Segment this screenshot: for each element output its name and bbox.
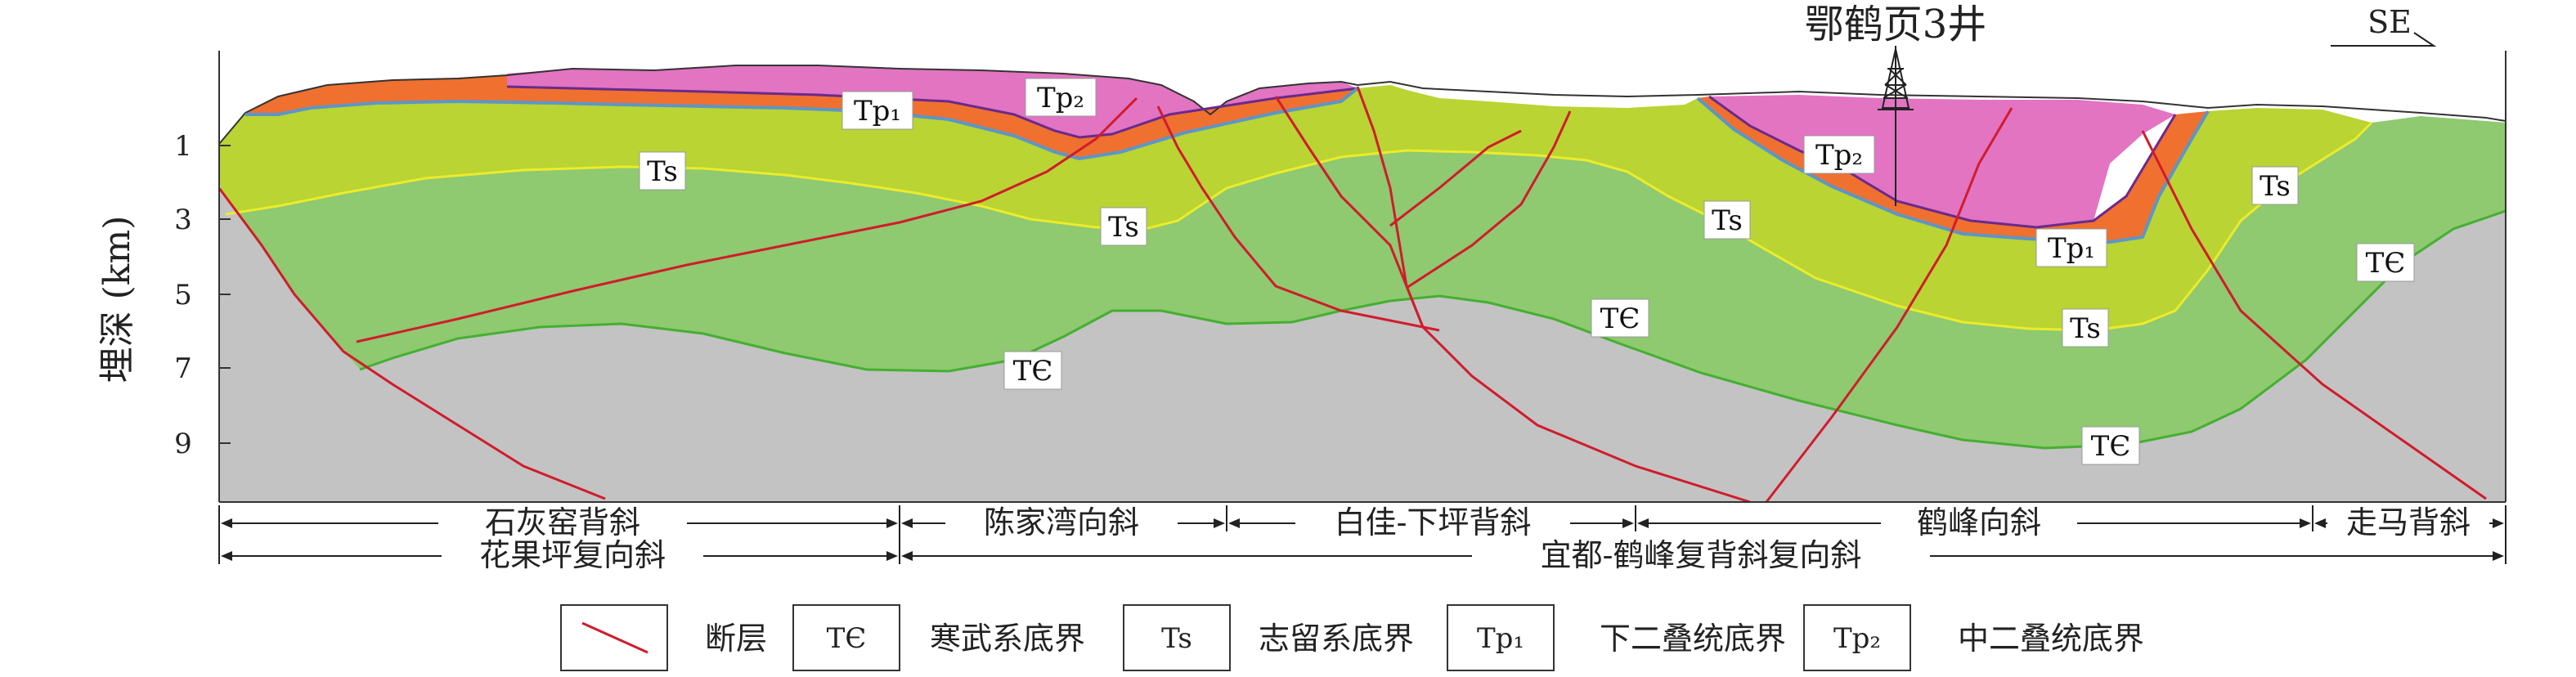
structure-label: 花果坪复向斜 bbox=[479, 537, 666, 573]
structure-label: 白佳-下坪背斜 bbox=[1335, 504, 1532, 540]
faults bbox=[218, 86, 2487, 504]
arrowhead-icon bbox=[2493, 518, 2504, 528]
formation-label: TЄ bbox=[2366, 247, 2406, 280]
formation-label: Tp₁ bbox=[854, 95, 901, 128]
label-box bbox=[1803, 135, 1875, 174]
formation-label: TЄ bbox=[1600, 303, 1640, 335]
formation-label: TЄ bbox=[2091, 430, 2131, 463]
legend-te-box bbox=[792, 604, 900, 671]
arrowheads bbox=[221, 518, 2504, 561]
formation-label: Tp₂ bbox=[1815, 139, 1863, 172]
upper-permian-layer bbox=[507, 65, 1358, 137]
formation-label: Ts bbox=[2070, 312, 2101, 345]
upper-permian-east bbox=[1709, 95, 2175, 227]
label-box bbox=[2081, 426, 2140, 465]
formation-labels: Tp₁ Tp₂ Ts Ts Tp₂ Ts Tp₁ Ts Ts TЄ TЄ TЄ … bbox=[639, 78, 2415, 465]
legend-tp1-label: 下二叠统底界 bbox=[1600, 621, 1786, 657]
y-tick-label: 5 bbox=[174, 279, 192, 312]
fault-line bbox=[1156, 105, 1440, 332]
y-axis: 1 3 5 7 9 埋深 (km) bbox=[96, 130, 231, 460]
arrowhead-icon bbox=[886, 551, 898, 561]
label-box bbox=[2035, 228, 2107, 267]
silurian-permian-layer bbox=[219, 85, 2372, 330]
y-tick-label: 9 bbox=[174, 428, 192, 460]
y-tick-label: 1 bbox=[174, 130, 192, 163]
structure-units: 石灰窑背斜 陈家湾向斜 白佳-下坪背斜 鹤峰向斜 走马背斜 花果坪复向斜 宜都-… bbox=[218, 504, 2506, 573]
fault-symbol bbox=[581, 621, 648, 654]
ts-boundary bbox=[225, 121, 2373, 332]
structure-label: 陈家湾向斜 bbox=[984, 504, 1139, 540]
structure-label: 走马背斜 bbox=[2346, 504, 2471, 540]
cambrian-silurian-layer bbox=[219, 116, 2506, 448]
label-box bbox=[2356, 243, 2415, 282]
structure-label: 宜都-鹤峰复背斜复向斜 bbox=[1541, 537, 1862, 573]
legend-tp1-box bbox=[1447, 604, 1555, 671]
formation-label: Ts bbox=[2260, 170, 2291, 203]
formation-label: Tp₂ bbox=[1037, 82, 1084, 114]
label-box bbox=[1591, 298, 1649, 338]
formation-label: Ts bbox=[647, 155, 678, 188]
arrowhead-icon bbox=[2300, 518, 2311, 528]
label-box bbox=[639, 151, 686, 191]
basement-layer bbox=[219, 188, 2506, 502]
legend-tp2-label: 中二叠统底界 bbox=[1958, 621, 2144, 657]
fault-line bbox=[218, 187, 606, 500]
y-tick-label: 3 bbox=[174, 204, 192, 236]
well-name: 鄂鹤页3井 bbox=[1805, 2, 1987, 47]
arrowhead-icon bbox=[2493, 551, 2504, 561]
legend-tp2-symbol: Tp₂ bbox=[1833, 622, 1881, 655]
fault-line bbox=[1356, 86, 1425, 328]
structure-label: 石灰窑背斜 bbox=[485, 504, 640, 540]
formation-label: Ts bbox=[1712, 204, 1743, 237]
arrowhead-icon bbox=[901, 518, 913, 528]
label-box bbox=[1703, 200, 1751, 240]
fault-line bbox=[356, 96, 1138, 343]
arrowhead-icon bbox=[221, 551, 232, 561]
legend-te-symbol: TЄ bbox=[827, 622, 867, 655]
fault-line bbox=[2141, 130, 2487, 500]
label-box bbox=[2062, 308, 2109, 347]
direction-label: SE bbox=[2367, 4, 2412, 40]
formation-label: TЄ bbox=[1013, 355, 1053, 388]
te-boundary bbox=[359, 209, 2506, 450]
legend-tp1-symbol: Tp₁ bbox=[1477, 622, 1524, 655]
arrowhead-icon bbox=[1622, 518, 1634, 528]
arrowhead-icon bbox=[1214, 518, 1225, 528]
legend-ts-label: 志留系底界 bbox=[1259, 621, 1414, 657]
fault-line bbox=[1406, 110, 1572, 289]
legend: 断层 TЄ 寒武系底界 Ts 志留系底界 Tp₁ 下二叠统底界 Tp₂ 中二叠统… bbox=[560, 604, 2144, 671]
arrowhead-icon bbox=[1637, 518, 1649, 528]
label-box bbox=[1003, 351, 1062, 390]
legend-ts-symbol: Ts bbox=[1161, 622, 1192, 655]
fault-line bbox=[1765, 107, 2013, 503]
arrowhead-icon bbox=[901, 551, 913, 561]
label-box bbox=[2251, 166, 2299, 205]
formation-label: Tp₁ bbox=[2048, 232, 2095, 265]
structure-label: 鹤峰向斜 bbox=[1917, 504, 2041, 540]
well-marker: 鄂鹤页3井 bbox=[1805, 2, 1987, 206]
label-box bbox=[1100, 207, 1147, 246]
legend-te-label: 寒武系底界 bbox=[930, 621, 1085, 657]
direction-indicator: SE bbox=[2331, 4, 2437, 47]
legend-fault-label: 断层 bbox=[705, 621, 767, 657]
legend-ts-box bbox=[1123, 604, 1231, 671]
direction-arrow-icon bbox=[2331, 32, 2437, 47]
arrowhead-icon bbox=[2314, 518, 2326, 528]
y-axis-label: 埋深 (km) bbox=[96, 216, 138, 383]
derrick-icon bbox=[1878, 48, 1914, 110]
topography-line bbox=[218, 65, 2506, 145]
label-box bbox=[841, 91, 913, 130]
arrowhead-icon bbox=[886, 518, 898, 528]
arrowhead-icon bbox=[221, 518, 232, 528]
label-box bbox=[1025, 78, 1097, 117]
formation-label: Ts bbox=[1108, 211, 1139, 244]
arrowhead-icon bbox=[1228, 518, 1240, 528]
section-body bbox=[218, 65, 2506, 504]
y-tick-label: 7 bbox=[174, 352, 192, 385]
legend-tp2-box bbox=[1803, 604, 1911, 671]
fault-line bbox=[1389, 129, 1522, 227]
tp2-boundary bbox=[506, 85, 2177, 229]
